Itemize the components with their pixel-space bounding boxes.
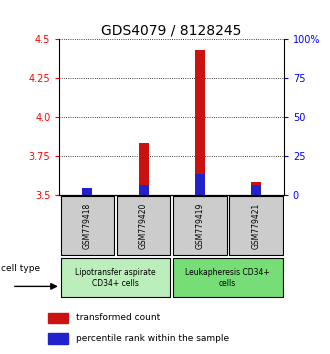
Bar (173, 258, 283, 297)
Bar (48, 333, 68, 343)
Text: GSM779421: GSM779421 (251, 202, 260, 249)
Bar (116, 196, 171, 256)
Text: Leukapheresis CD34+
cells: Leukapheresis CD34+ cells (185, 268, 270, 287)
Text: Lipotransfer aspirate
CD34+ cells: Lipotransfer aspirate CD34+ cells (75, 268, 156, 287)
Text: GSM779418: GSM779418 (83, 202, 92, 249)
Bar (173, 196, 227, 256)
Bar (60, 258, 171, 297)
Bar (82, 188, 92, 195)
Bar (195, 50, 205, 195)
Text: percentile rank within the sample: percentile rank within the sample (76, 333, 229, 343)
Bar (229, 196, 283, 256)
Bar (139, 143, 148, 195)
Bar (251, 182, 261, 195)
Text: transformed count: transformed count (76, 313, 160, 322)
Bar (251, 184, 261, 195)
Text: cell type: cell type (1, 264, 41, 273)
Text: GSM779419: GSM779419 (195, 202, 204, 249)
Bar (60, 196, 115, 256)
Text: GSM779420: GSM779420 (139, 202, 148, 249)
Bar (195, 174, 205, 195)
Title: GDS4079 / 8128245: GDS4079 / 8128245 (101, 24, 242, 38)
Bar (139, 184, 148, 195)
Bar (48, 313, 68, 323)
Bar (82, 192, 92, 195)
